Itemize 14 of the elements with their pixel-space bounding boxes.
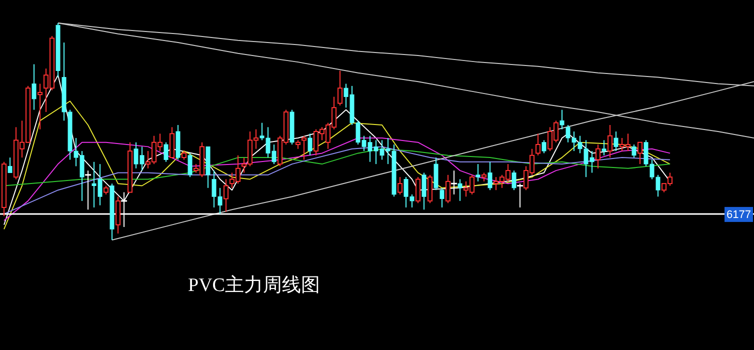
candlestick [476,164,480,182]
candlestick [614,131,618,152]
candlestick [116,196,121,234]
candlestick [602,140,606,156]
candlestick [560,109,564,130]
candlestick [32,64,36,110]
candlestick [224,178,229,212]
text: PVC主力周线图 [188,274,320,296]
candlestick [596,144,601,169]
candlestick [38,83,43,130]
candlestick [608,124,613,158]
candlestick [308,133,312,156]
annotation: 6177 [726,208,751,221]
candlestick [458,178,462,202]
